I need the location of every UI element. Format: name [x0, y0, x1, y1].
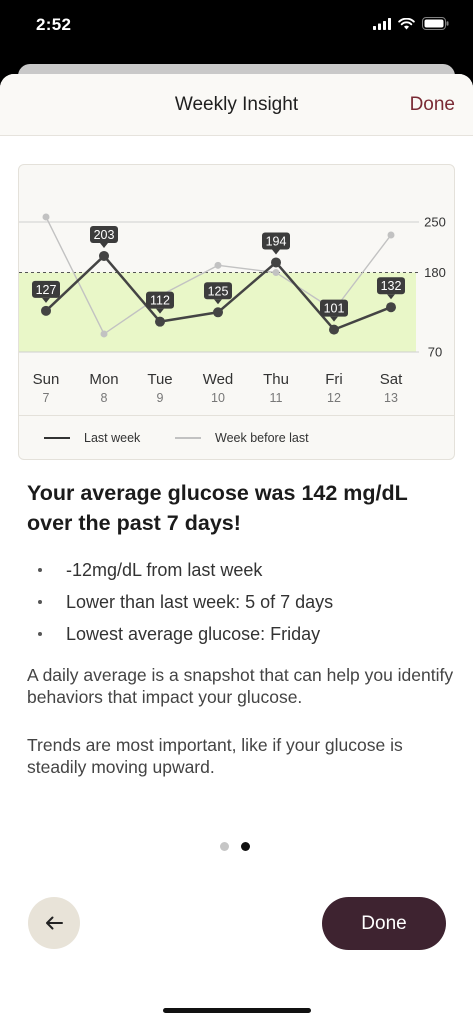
data-label-pointer [387, 294, 395, 300]
back-button[interactable] [28, 897, 80, 949]
data-point [329, 324, 339, 335]
status-bar: 2:52 [0, 0, 473, 52]
bullet-text: -12mg/dL from last week [66, 560, 263, 580]
data-point [214, 261, 222, 269]
data-point [213, 307, 223, 318]
data-label-bg [377, 277, 405, 295]
data-label-pointer [330, 316, 338, 322]
data-label: 112 [150, 294, 170, 308]
x-tick-date: 11 [270, 391, 283, 405]
trend-paragraph: Trends are most important, like if your … [27, 735, 403, 777]
x-tick-date: 13 [384, 391, 398, 405]
weekly-insight-sheet: Weekly Insight Done 250 180 70 127 203 112 125… [0, 74, 473, 1024]
bullet-item: Lowest average glucose: Friday [38, 618, 333, 650]
data-label: 203 [94, 228, 115, 242]
data-label-pointer [100, 242, 108, 248]
data-point [42, 213, 50, 221]
summary-heading: Your average glucose was 142 mg/dL over … [27, 481, 408, 535]
page-dot-2-active[interactable] [241, 842, 250, 851]
data-label: 125 [208, 284, 229, 298]
bullet-text: Lowest average glucose: Friday [66, 624, 321, 644]
y-tick-label: 180 [424, 265, 446, 280]
arrow-left-icon [46, 916, 63, 930]
explanation-paragraph: A daily average is a snapshot that can h… [27, 665, 454, 707]
x-tick-date: 12 [327, 391, 341, 405]
data-label-bg [204, 282, 232, 300]
status-icons [373, 17, 449, 30]
x-tick-date: 8 [101, 391, 108, 405]
done-button[interactable]: Done [322, 897, 446, 950]
data-point [387, 231, 395, 239]
wifi-icon [398, 17, 415, 29]
data-label-bg [320, 299, 348, 317]
data-label-pointer [156, 308, 164, 314]
glucose-chart-card: 250 180 70 127 203 112 125 194 101 132 Sun 7 Mon 8 Tue… [18, 164, 455, 460]
x-tick-day: Fri [325, 371, 343, 388]
data-label: 127 [36, 283, 57, 297]
data-label-pointer [42, 297, 50, 303]
x-tick-day: Tue [147, 371, 172, 388]
home-indicator [163, 1008, 311, 1013]
data-label-pointer [214, 299, 222, 305]
y-tick-label: 70 [428, 345, 442, 360]
x-tick-day: Sun [33, 371, 60, 388]
bullet-dot [38, 632, 42, 636]
legend-label-last-week: Last week [84, 431, 141, 445]
cellular-signal-icon [373, 17, 391, 30]
legend-line-dark [44, 437, 70, 439]
bullet-text: Lower than last week: 5 of 7 days [66, 592, 334, 612]
data-label-bg [90, 225, 118, 243]
data-label: 132 [381, 279, 402, 293]
battery-icon [422, 17, 449, 30]
bullet-dot [38, 600, 42, 604]
data-label-bg [146, 291, 174, 309]
data-point [100, 330, 108, 338]
data-label: 101 [324, 302, 345, 316]
page-title: Weekly Insight [174, 94, 299, 115]
nav-done-button[interactable]: Done [409, 94, 455, 115]
data-point [155, 316, 165, 327]
data-point [271, 257, 281, 268]
legend-item-last-week: Last week [44, 431, 140, 445]
bullet-item: -12mg/dL from last week [38, 554, 333, 586]
x-tick-day: Sat [380, 371, 403, 388]
y-tick-label: 250 [424, 215, 446, 230]
data-label-bg [262, 232, 290, 250]
data-label: 194 [266, 234, 287, 248]
summary-bullets: -12mg/dL from last week Lower than last … [38, 554, 333, 650]
data-point [386, 302, 396, 313]
x-tick-date: 7 [43, 391, 50, 405]
bullet-item: Lower than last week: 5 of 7 days [38, 586, 333, 618]
data-label-pointer [272, 249, 280, 255]
x-tick-date: 9 [157, 391, 164, 405]
legend-line-light [175, 437, 201, 439]
x-tick-date: 10 [211, 391, 225, 405]
page-dot-1[interactable] [220, 842, 229, 851]
legend-item-week-before: Week before last [175, 431, 309, 445]
legend-label-week-before: Week before last [215, 431, 309, 445]
data-point [272, 269, 280, 277]
nav-bar: Weekly Insight Done [0, 74, 473, 136]
page-indicator [220, 842, 250, 851]
glucose-chart: 250 180 70 127 203 112 125 194 101 132 Sun 7 Mon 8 Tue… [19, 213, 446, 405]
status-time: 2:52 [36, 15, 72, 34]
x-tick-day: Wed [203, 371, 234, 388]
chart-legend: Last week Week before last [19, 415, 454, 459]
data-point [41, 305, 51, 316]
data-label-bg [32, 280, 60, 298]
x-tick-day: Mon [89, 371, 118, 388]
bullet-dot [38, 568, 42, 572]
data-point [99, 250, 109, 261]
x-tick-day: Thu [263, 371, 289, 388]
